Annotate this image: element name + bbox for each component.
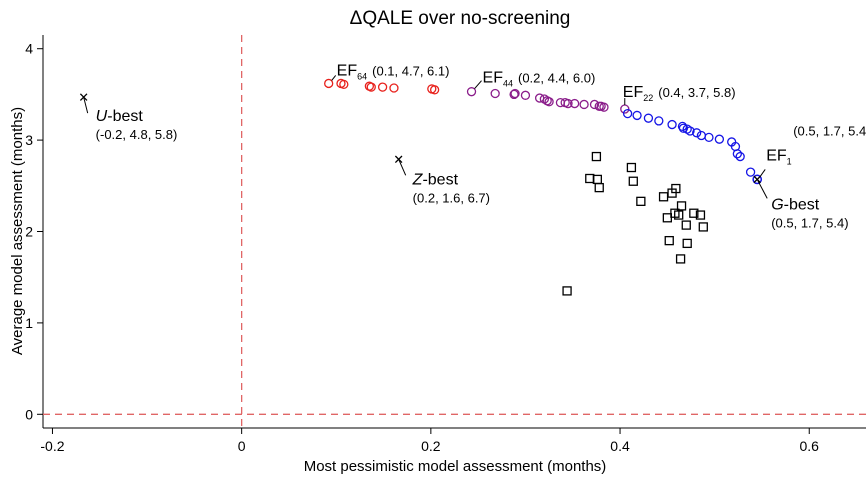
data-point bbox=[662, 213, 672, 223]
data-point bbox=[664, 235, 674, 246]
series-2 bbox=[622, 108, 762, 185]
data-point bbox=[643, 113, 654, 123]
annotation-label: EF1 bbox=[766, 147, 791, 166]
data-point bbox=[562, 286, 572, 296]
series-layer bbox=[324, 78, 762, 296]
special-point-coords: (0.2, 1.6, 6.7) bbox=[413, 190, 490, 205]
chart-title: ΔQALE over no-screening bbox=[350, 8, 571, 29]
data-point bbox=[689, 208, 699, 218]
special-point-g: G-best (0.5, 1.7, 5.4) bbox=[752, 174, 849, 230]
data-point bbox=[594, 182, 604, 193]
data-point bbox=[589, 99, 600, 110]
special-point-coords: (-0.2, 4.8, 5.8) bbox=[96, 127, 178, 142]
data-point bbox=[695, 210, 706, 220]
data-point bbox=[685, 126, 695, 136]
annotation-label: EF64 (0.1, 4.7, 6.1) bbox=[337, 62, 450, 81]
y-tick-label: 0 bbox=[25, 406, 33, 422]
annotation-ef1: EF1(0.5, 1.7, 5.4) bbox=[759, 123, 866, 177]
leader-line bbox=[83, 97, 89, 114]
data-point bbox=[569, 98, 580, 109]
leader-line bbox=[331, 75, 337, 81]
special-point-coords: (0.5, 1.7, 5.4) bbox=[771, 215, 848, 230]
data-point bbox=[324, 78, 334, 89]
data-point bbox=[626, 162, 637, 173]
data-point bbox=[745, 167, 756, 177]
x-tick-label: 0 bbox=[238, 438, 246, 454]
data-point bbox=[592, 174, 602, 185]
y-tick-label: 2 bbox=[25, 224, 33, 240]
special-point-label: G-best bbox=[771, 196, 820, 213]
y-tick-label: 3 bbox=[25, 132, 33, 148]
leader-line bbox=[759, 169, 766, 177]
data-point bbox=[658, 192, 669, 202]
annotation-ef22: EF22 (0.4, 3.7, 5.8) bbox=[623, 84, 736, 106]
y-ticks: 0 1 2 3 4 bbox=[25, 41, 43, 422]
data-point bbox=[377, 82, 388, 92]
data-point bbox=[339, 79, 349, 90]
annotations: EF64 (0.1, 4.7, 6.1) EF44 (0.2, 4.4, 6.0) EF… bbox=[331, 62, 866, 177]
data-point bbox=[675, 254, 686, 264]
leader-line bbox=[474, 80, 482, 89]
data-point bbox=[674, 210, 684, 220]
special-point-z: Z-best (0.2, 1.6, 6.7) bbox=[394, 155, 490, 205]
data-point bbox=[682, 238, 692, 249]
data-point bbox=[667, 119, 677, 130]
x-tick-label: 0.6 bbox=[800, 438, 820, 454]
data-point bbox=[622, 108, 633, 119]
data-point bbox=[636, 196, 646, 206]
annotation-ef64: EF64 (0.1, 4.7, 6.1) bbox=[331, 62, 450, 81]
data-point bbox=[732, 149, 742, 159]
data-point bbox=[714, 134, 725, 144]
data-point bbox=[698, 222, 708, 232]
data-point bbox=[654, 116, 664, 126]
data-point bbox=[510, 88, 520, 99]
data-point bbox=[704, 132, 714, 143]
data-point bbox=[735, 151, 745, 162]
x-tick-label: -0.2 bbox=[40, 438, 64, 454]
data-point bbox=[692, 128, 702, 138]
x-tick-label: 0.4 bbox=[610, 438, 630, 454]
data-point bbox=[591, 151, 602, 162]
data-point bbox=[628, 176, 638, 186]
special-point-label: U-best bbox=[96, 108, 144, 125]
data-point bbox=[544, 97, 554, 107]
leader-line bbox=[756, 179, 768, 199]
data-point bbox=[632, 110, 642, 121]
data-point bbox=[752, 174, 763, 185]
plot-area: -0.2 0 0.2 0.4 0.6 0 1 2 3 4 U-best (-0.2, 4.8, 5… bbox=[25, 35, 866, 454]
data-point bbox=[676, 201, 687, 211]
special-points: U-best (-0.2, 4.8, 5.8) Z-best (0.2, 1.6, 6… bbox=[79, 93, 849, 230]
y-axis-title: Average model assessment (months) bbox=[9, 107, 26, 355]
reference-lines bbox=[43, 35, 866, 428]
series-0 bbox=[324, 78, 440, 95]
data-point bbox=[490, 88, 500, 99]
y-tick-label: 1 bbox=[25, 315, 33, 331]
special-point-u: U-best (-0.2, 4.8, 5.8) bbox=[79, 93, 178, 142]
data-point bbox=[599, 102, 609, 112]
data-point bbox=[466, 87, 477, 97]
x-tick-label: 0.2 bbox=[421, 438, 441, 454]
data-point bbox=[509, 89, 519, 100]
data-point bbox=[681, 220, 691, 230]
series-1 bbox=[466, 87, 630, 114]
data-point bbox=[520, 90, 531, 100]
series-3 bbox=[562, 151, 708, 296]
data-point bbox=[429, 85, 440, 95]
data-point bbox=[579, 99, 589, 110]
special-point-label: Z-best bbox=[412, 171, 459, 188]
leader-line bbox=[398, 159, 407, 176]
data-point bbox=[563, 98, 573, 109]
x-axis-title: Most pessimistic model assessment (month… bbox=[304, 458, 607, 475]
y-tick-label: 4 bbox=[25, 41, 33, 57]
annotation-coords: (0.5, 1.7, 5.4) bbox=[793, 123, 866, 138]
data-point bbox=[585, 173, 595, 184]
data-point bbox=[671, 183, 681, 194]
data-point bbox=[389, 83, 399, 93]
annotation-ef44: EF44 (0.2, 4.4, 6.0) bbox=[474, 70, 596, 89]
annotation-label: EF22 (0.4, 3.7, 5.8) bbox=[623, 84, 736, 103]
data-point bbox=[366, 82, 376, 92]
annotation-label: EF44 (0.2, 4.4, 6.0) bbox=[483, 70, 596, 89]
x-ticks: -0.2 0 0.2 0.4 0.6 bbox=[40, 428, 819, 454]
